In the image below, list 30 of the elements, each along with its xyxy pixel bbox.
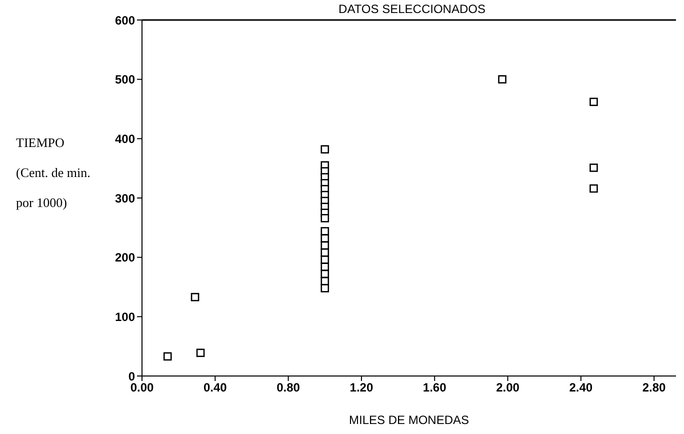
point — [196, 348, 205, 358]
x-tick-label: 0.00 — [130, 380, 154, 395]
x-tick-label: 2.00 — [496, 380, 520, 395]
point — [590, 98, 598, 106]
y-tick-label: 200 — [114, 250, 136, 265]
y-tick-label: 100 — [114, 310, 136, 324]
x-tick-label: 1.60 — [422, 380, 447, 395]
point — [590, 164, 598, 172]
point — [498, 75, 506, 84]
y-tick-label: 500 — [114, 72, 136, 87]
x-tick-label: 0.40 — [203, 380, 228, 395]
point — [320, 145, 330, 154]
point — [320, 262, 330, 271]
chart-title: DATOS SELECCIONADOS — [338, 2, 486, 16]
point — [320, 234, 330, 242]
x-tick-label: 1.20 — [350, 380, 374, 395]
x-tick-label: 0.80 — [276, 380, 300, 395]
x-tick-label: 2.40 — [569, 380, 593, 395]
point — [590, 184, 598, 193]
x-tick-label: 2.80 — [642, 380, 666, 395]
point — [320, 284, 330, 292]
point — [320, 214, 330, 222]
y-tick-label: 600 — [114, 13, 136, 28]
y-tick-label: 300 — [114, 191, 136, 206]
y-axis-title: TIEMPO (Cent. de min. por 1000) — [16, 134, 90, 212]
point — [163, 352, 172, 361]
y-tick-label: 400 — [114, 132, 136, 146]
y-tick-label: 0 — [128, 369, 136, 384]
x-axis-title: MILES DE MONEDAS — [348, 413, 470, 427]
point — [190, 292, 200, 302]
